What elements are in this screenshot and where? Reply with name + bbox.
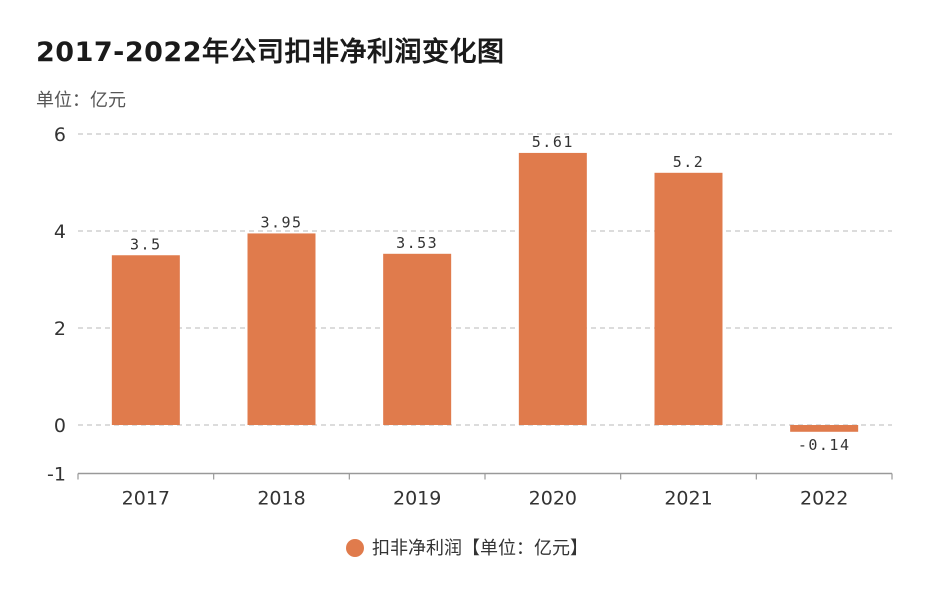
unit-label: 单位：亿元 <box>36 90 126 111</box>
y-tick-label: 6 <box>54 124 66 146</box>
bar-2019[interactable] <box>383 253 452 425</box>
y-axis: 6 4 2 0 -1 <box>47 124 66 486</box>
x-tick-label: 2018 <box>257 488 305 510</box>
data-label-2021: 5.2 <box>673 153 705 171</box>
bar-2018[interactable] <box>247 233 316 425</box>
data-label-2020: 5.61 <box>532 133 574 151</box>
y-tick-label: 0 <box>54 415 66 437</box>
chart-title: 2017-2022年公司扣非净利润变化图 <box>36 37 505 68</box>
data-label-2017: 3.5 <box>130 235 162 253</box>
bars <box>111 152 859 432</box>
x-tick-label: 2021 <box>664 488 712 510</box>
bar-2017[interactable] <box>111 255 180 425</box>
gridlines <box>78 133 892 426</box>
bar-2022[interactable] <box>790 425 859 432</box>
legend-swatch <box>346 539 364 557</box>
legend[interactable]: 扣非净利润【单位：亿元】 <box>0 534 934 560</box>
data-labels: 3.5 3.95 3.53 5.61 5.2 -0.14 <box>130 133 851 454</box>
y-tick-label: -1 <box>47 464 66 486</box>
data-label-2018: 3.95 <box>260 213 302 231</box>
legend-label: 扣非净利润【单位：亿元】 <box>372 538 588 559</box>
bar-2021[interactable] <box>654 172 723 425</box>
data-label-2022: -0.14 <box>798 436 851 454</box>
x-tick-label: 2019 <box>393 488 441 510</box>
bar-2020[interactable] <box>518 152 587 426</box>
x-axis: 2017 2018 2019 2020 2021 2022 <box>77 472 893 510</box>
x-tick-label: 2017 <box>122 488 170 510</box>
x-tick-label: 2022 <box>800 488 848 510</box>
x-tick-label: 2020 <box>529 488 577 510</box>
y-tick-label: 4 <box>54 221 66 243</box>
data-label-2019: 3.53 <box>396 234 438 252</box>
y-tick-label: 2 <box>54 318 66 340</box>
